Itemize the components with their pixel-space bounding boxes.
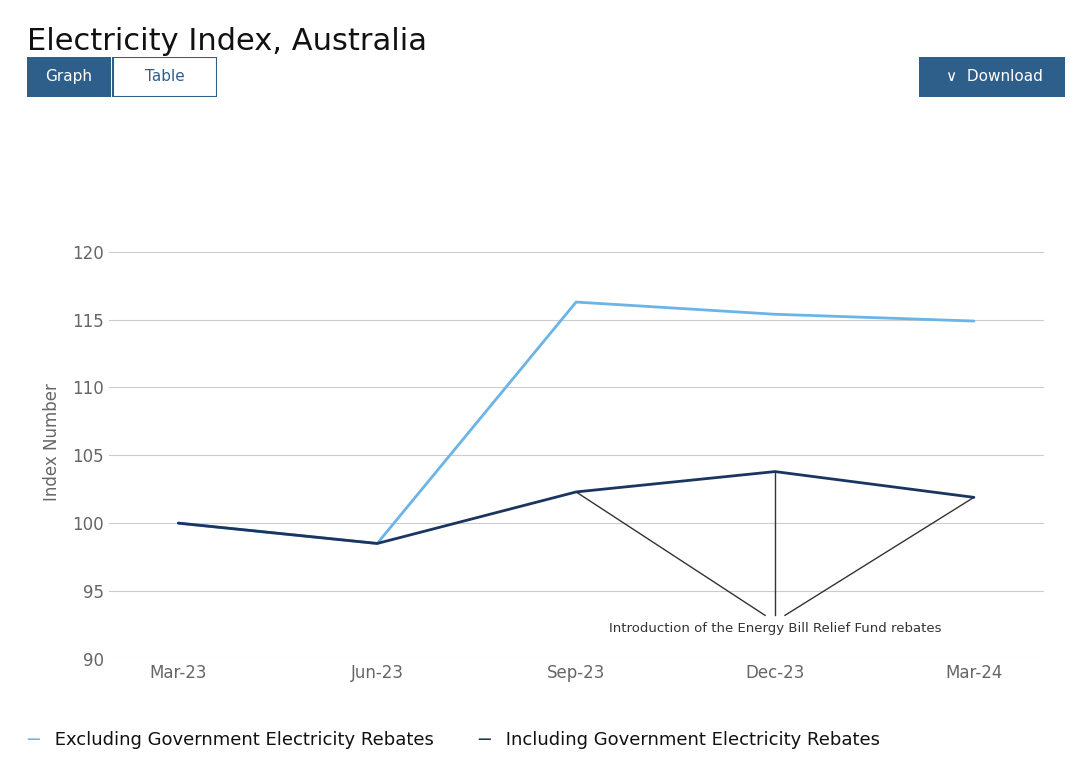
Text: ─: ─ xyxy=(27,731,39,749)
Text: Electricity Index, Australia: Electricity Index, Australia xyxy=(27,27,427,56)
Text: Introduction of the Energy Bill Relief Fund rebates: Introduction of the Energy Bill Relief F… xyxy=(609,622,941,636)
Bar xyxy=(113,57,217,97)
Text: Table: Table xyxy=(146,69,185,84)
Y-axis label: Index Number: Index Number xyxy=(43,383,61,501)
Text: Including Government Electricity Rebates: Including Government Electricity Rebates xyxy=(500,731,880,749)
Text: Excluding Government Electricity Rebates: Excluding Government Electricity Rebates xyxy=(49,731,434,749)
Text: Graph: Graph xyxy=(46,69,92,84)
Text: ∨  Download: ∨ Download xyxy=(947,69,1044,84)
Bar xyxy=(27,57,111,97)
Text: ─: ─ xyxy=(478,731,490,749)
